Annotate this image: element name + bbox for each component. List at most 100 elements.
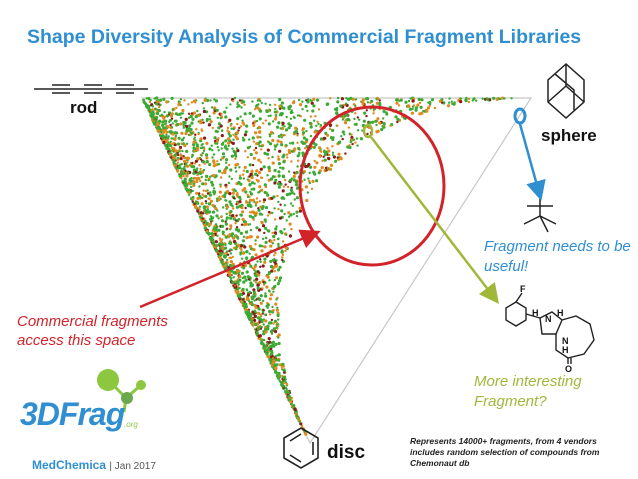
scatter-point <box>273 366 278 370</box>
scatter-point <box>241 119 244 122</box>
scatter-point <box>281 385 284 388</box>
structure-label-h2: H <box>557 308 564 318</box>
scatter-point <box>331 145 334 148</box>
scatter-point <box>258 228 262 232</box>
scatter-point <box>338 140 342 144</box>
scatter-point <box>266 355 270 359</box>
scatter-point <box>251 210 256 214</box>
scatter-point <box>337 152 341 156</box>
scatter-point <box>158 119 162 123</box>
scatter-point <box>229 263 233 268</box>
scatter-point <box>145 97 148 100</box>
scatter-point <box>218 169 222 173</box>
scatter-point <box>229 124 232 127</box>
scatter-point <box>251 295 255 299</box>
scatter-point <box>250 169 254 173</box>
scatter-point <box>213 109 216 113</box>
scatter-point <box>249 281 253 285</box>
scatter-point <box>203 205 206 208</box>
scatter-point <box>211 210 216 214</box>
scatter-point <box>492 96 496 100</box>
scatter-point <box>257 334 261 338</box>
scatter-point <box>252 218 255 221</box>
scatter-point <box>192 99 196 103</box>
scatter-point <box>208 210 212 214</box>
scatter-point <box>159 103 162 107</box>
scatter-point <box>343 114 347 118</box>
scatter-point <box>276 143 279 146</box>
scatter-point <box>252 136 255 140</box>
scatter-point <box>268 358 271 361</box>
scatter-point <box>258 185 262 189</box>
scatter-point <box>274 144 278 148</box>
scatter-point <box>272 195 276 199</box>
scatter-point <box>271 175 275 179</box>
scatter-point <box>254 305 258 309</box>
scatter-point <box>294 126 298 130</box>
scatter-point <box>207 123 211 127</box>
scatter-point <box>231 204 234 208</box>
scatter-point <box>218 247 222 250</box>
scatter-point <box>245 236 249 240</box>
scatter-point <box>298 206 302 210</box>
scatter-point <box>229 168 233 172</box>
scatter-point <box>186 184 189 187</box>
structure-label-h1: H <box>532 308 539 318</box>
scatter-point <box>288 151 292 155</box>
scatter-point <box>352 103 356 106</box>
scatter-point <box>227 163 231 167</box>
scatter-point <box>271 344 274 347</box>
scatter-point <box>260 188 264 192</box>
scatter-point <box>315 98 320 102</box>
scatter-point <box>425 109 429 113</box>
scatter-point <box>427 101 430 104</box>
scatter-point <box>276 139 280 143</box>
scatter-point <box>248 214 252 218</box>
scatter-point <box>228 249 231 253</box>
scatter-point <box>253 314 257 318</box>
scatter-point <box>212 111 216 115</box>
scatter-point <box>249 302 252 305</box>
scatter-point <box>273 103 277 107</box>
scatter-point <box>223 234 226 237</box>
scatter-point <box>271 305 274 309</box>
scatter-point <box>213 243 216 247</box>
scatter-point <box>328 153 331 157</box>
scatter-point <box>212 187 216 190</box>
scatter-point <box>317 122 320 126</box>
scatter-point <box>190 155 194 158</box>
scatter-point <box>194 133 197 136</box>
scatter-point <box>270 332 274 335</box>
scatter-point <box>441 101 444 104</box>
scatter-point <box>282 153 286 157</box>
scatter-point <box>253 267 256 271</box>
scatter-point <box>284 246 288 250</box>
scatter-point <box>382 117 385 120</box>
scatter-point <box>258 271 261 274</box>
scatter-point <box>277 243 280 246</box>
scatter-point <box>287 126 291 130</box>
scatter-point <box>308 171 311 175</box>
scatter-point <box>261 342 265 346</box>
scatter-point <box>257 326 261 329</box>
scatter-point <box>199 137 203 141</box>
scatter-point <box>276 354 279 357</box>
scatter-point <box>204 200 207 203</box>
scatter-point <box>281 121 285 125</box>
scatter-point <box>301 108 304 111</box>
scatter-point <box>198 192 201 195</box>
scatter-point <box>229 216 233 220</box>
scatter-point <box>238 200 242 204</box>
scatter-point <box>285 219 288 222</box>
scatter-point <box>277 336 280 339</box>
scatter-point <box>165 131 168 135</box>
scatter-point <box>241 257 244 260</box>
scatter-point <box>215 214 219 218</box>
scatter-point <box>467 97 471 101</box>
scatter-point <box>216 145 219 149</box>
scatter-point <box>217 217 220 220</box>
scatter-point <box>281 253 285 257</box>
scatter-point <box>164 122 167 126</box>
scatter-point <box>180 131 184 135</box>
scatter-point <box>256 179 260 183</box>
